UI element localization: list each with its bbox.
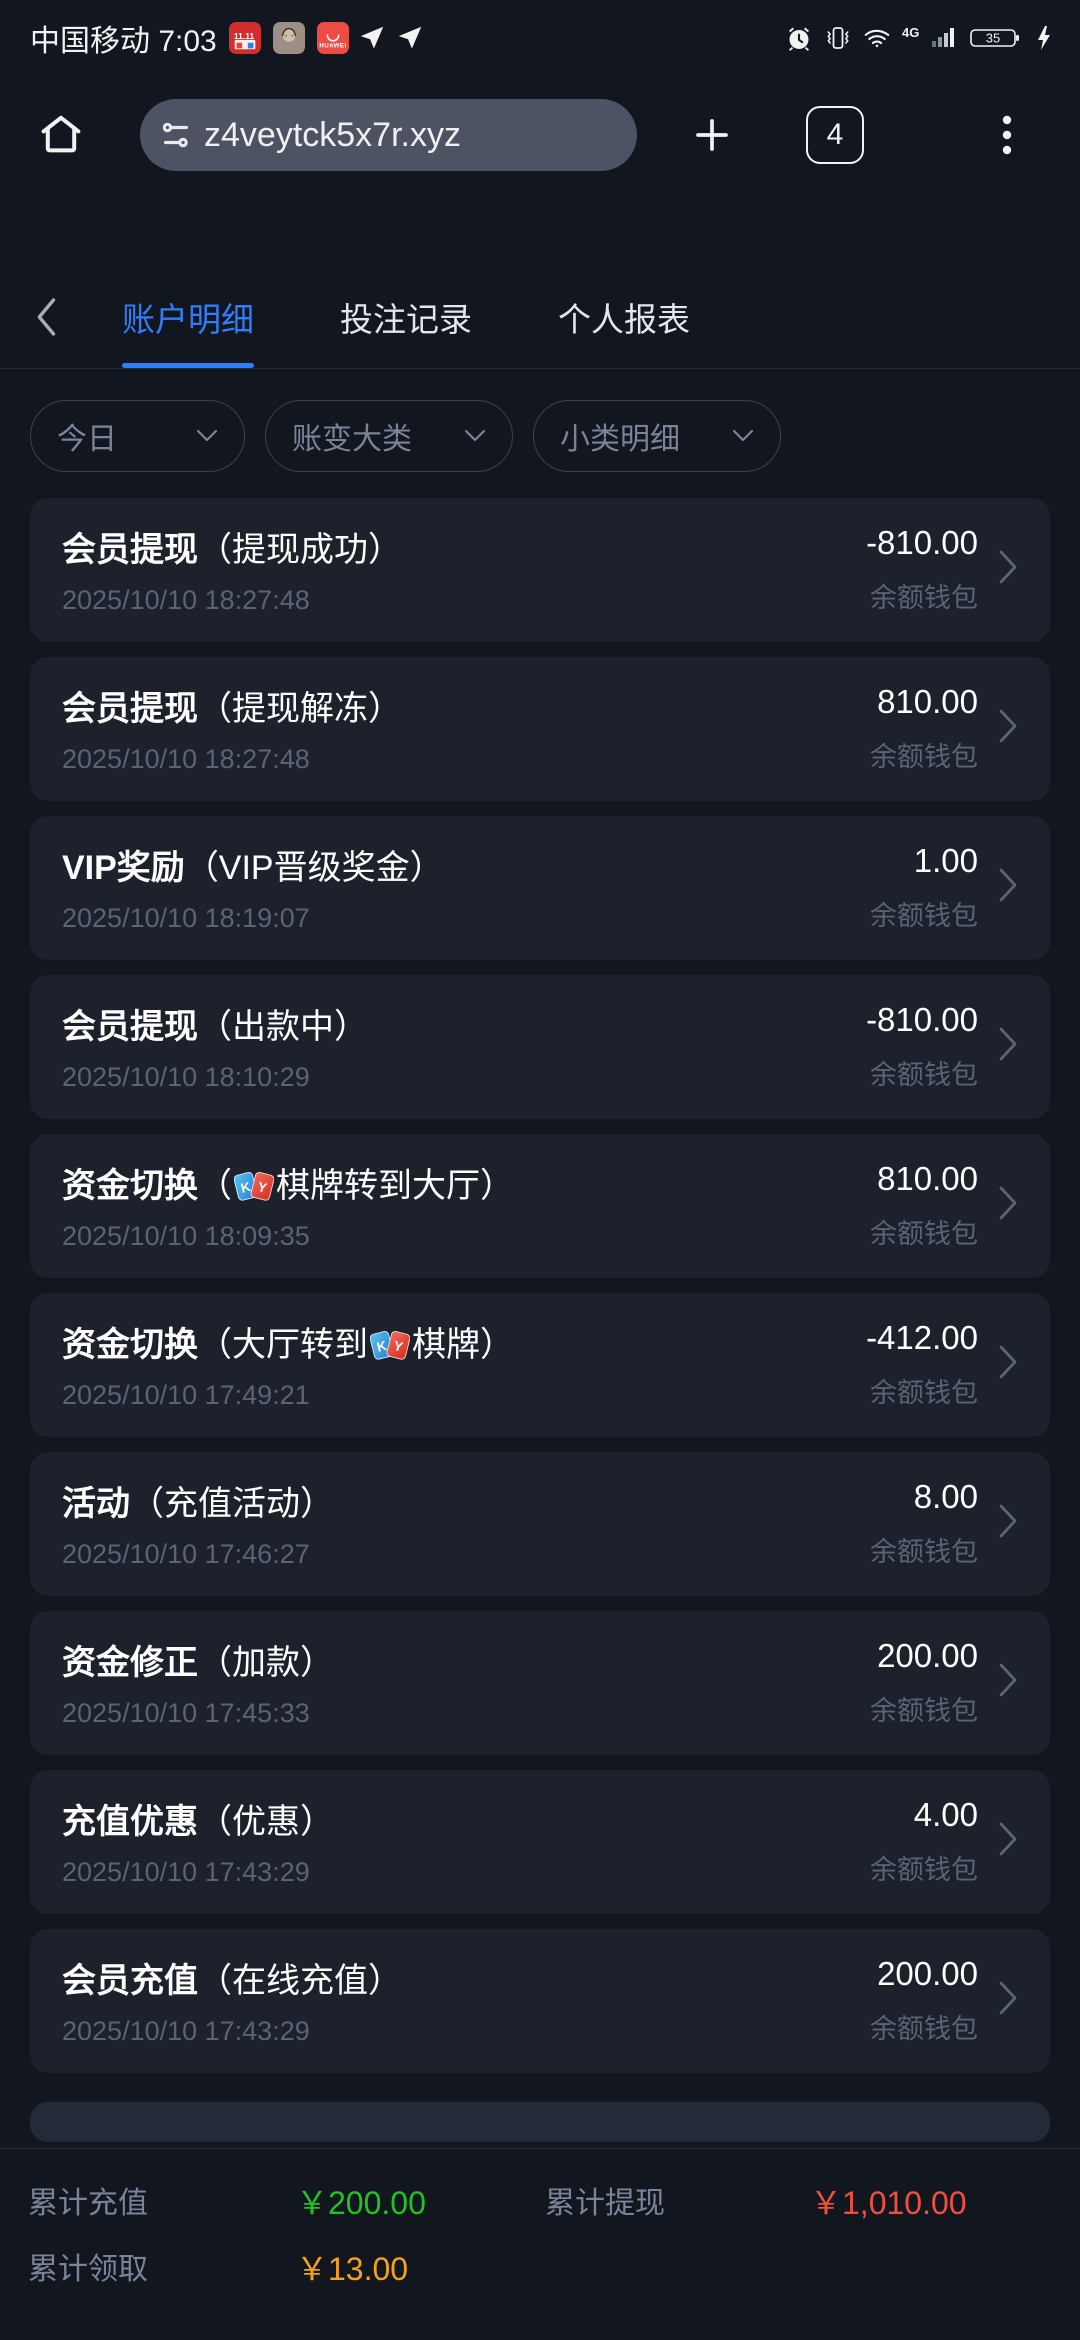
- svg-text:35: 35: [986, 31, 1000, 46]
- svg-text:11.11: 11.11: [234, 31, 255, 41]
- svg-text:4G: 4G: [902, 25, 919, 40]
- svg-text:HUAWEI: HUAWEI: [319, 42, 346, 49]
